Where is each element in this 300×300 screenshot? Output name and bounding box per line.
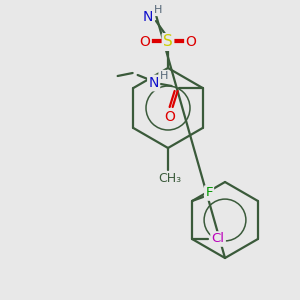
- Text: H: H: [160, 71, 168, 81]
- Text: O: O: [186, 35, 196, 49]
- Text: N: N: [148, 76, 159, 90]
- Text: O: O: [140, 35, 150, 49]
- Text: H: H: [154, 5, 162, 15]
- Text: O: O: [164, 110, 175, 124]
- Text: CH₃: CH₃: [158, 172, 182, 185]
- Text: N: N: [143, 10, 153, 24]
- Text: Cl: Cl: [212, 232, 225, 245]
- Text: S: S: [163, 34, 173, 50]
- Text: F: F: [205, 187, 213, 200]
